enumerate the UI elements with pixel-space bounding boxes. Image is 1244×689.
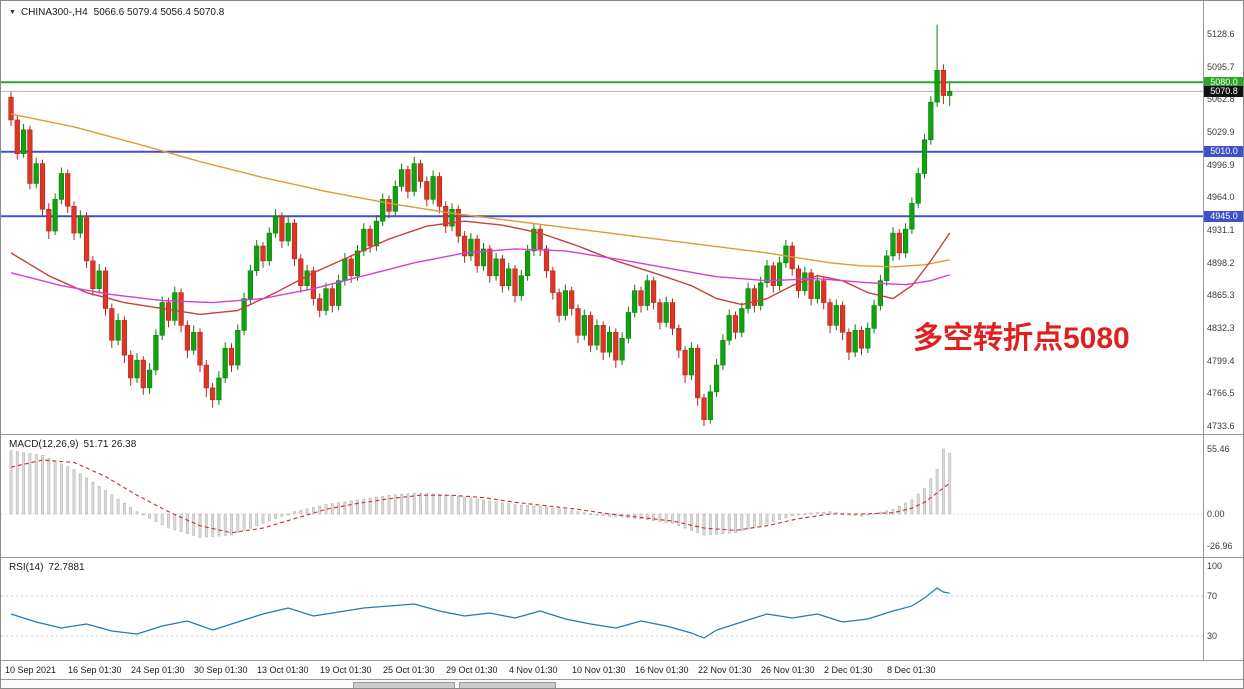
macd-values: 51.71 26.38	[83, 439, 137, 450]
time-axis-label: 10 Sep 2021	[5, 665, 57, 675]
time-axis-label: 29 Oct 01:30	[446, 665, 498, 675]
macd-axis-tick: 55.46	[1207, 444, 1230, 454]
time-axis-label: 26 Nov 01:30	[761, 665, 815, 675]
time-axis-label: 16 Nov 01:30	[635, 665, 689, 675]
price-axis-tick: 4931.1	[1207, 225, 1235, 235]
time-axis-label: 8 Dec 01:30	[887, 665, 936, 675]
rsi-axis-tick: 70	[1207, 591, 1218, 601]
rsi-axis-tick: 100	[1207, 561, 1223, 571]
scrollbar-thumb[interactable]	[353, 682, 455, 688]
price-axis-tick: 4733.6	[1207, 421, 1235, 431]
price-tag: 5080.0	[1204, 76, 1243, 88]
macd-name: MACD(12,26,9)	[9, 439, 79, 450]
rsi-value: 72.7881	[48, 562, 85, 573]
time-axis-label: 22 Nov 01:30	[698, 665, 752, 675]
price-axis-tick: 4799.4	[1207, 355, 1235, 366]
rsi-axis-tick: 30	[1207, 631, 1218, 641]
price-axis-tick: 4865.3	[1207, 290, 1235, 301]
time-axis-label: 30 Sep 01:30	[194, 665, 248, 675]
price-axis-tick: 4898.2	[1207, 257, 1235, 268]
time-axis-label: 16 Sep 01:30	[68, 665, 122, 675]
rsi-name: RSI(14)	[9, 562, 44, 573]
chart-annotation-text: 多空转折点5080	[913, 322, 1130, 355]
chart-header: ▼ CHINA300-,H4 5066.6 5079.4 5056.4 5070.8	[9, 7, 230, 18]
time-axis-label: 19 Oct 01:30	[320, 665, 372, 675]
ohlc-readout: 5066.6 5079.4 5056.4 5070.8	[93, 7, 225, 18]
price-axis-tick: 4964.0	[1207, 192, 1235, 203]
price-tag: 5070.8	[1204, 85, 1243, 97]
price-axis-tick: 5062.8	[1207, 94, 1235, 105]
price-axis-tick: 5095.7	[1207, 61, 1235, 72]
macd-axis-tick: -26.96	[1207, 540, 1233, 551]
time-axis-label: 24 Sep 01:30	[131, 665, 185, 675]
price-tag: 5010.0	[1204, 146, 1243, 158]
symbol-timeframe-label: CHINA300-,H4	[20, 7, 88, 18]
price-axis-tick: 4996.9	[1207, 159, 1235, 170]
time-axis-label: 25 Oct 01:30	[383, 665, 435, 675]
rsi-indicator-label: RSI(14) 72.7881	[9, 562, 90, 573]
time-axis-label: 2 Dec 01:30	[824, 665, 873, 675]
macd-axis-tick: 0.00	[1207, 509, 1225, 519]
time-axis-label: 10 Nov 01:30	[572, 665, 626, 675]
macd-indicator-label: MACD(12,26,9) 51.71 26.38	[9, 439, 141, 450]
price-axis-tick: 5128.6	[1207, 29, 1235, 39]
time-axis-label: 13 Oct 01:30	[257, 665, 309, 675]
chart-collapse-icon[interactable]: ▼	[9, 8, 16, 16]
price-tag: 4945.0	[1204, 210, 1243, 222]
price-axis-tick: 4832.3	[1207, 323, 1235, 333]
bottom-scrollbar[interactable]	[1, 679, 1243, 688]
price-axis-tick: 4766.5	[1207, 388, 1235, 399]
scrollbar-thumb[interactable]	[459, 682, 556, 688]
price-axis-tick: 5029.9	[1207, 127, 1235, 137]
time-axis-label: 4 Nov 01:30	[509, 665, 558, 675]
